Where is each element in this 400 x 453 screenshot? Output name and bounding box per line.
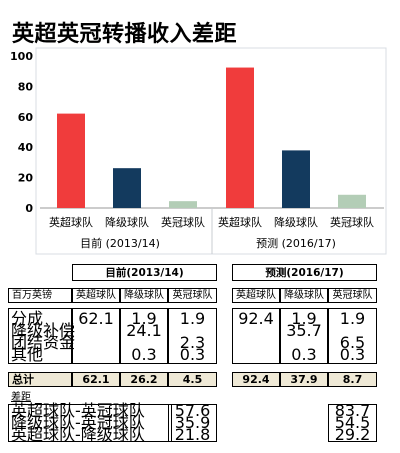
table-cell: 35.7 (286, 321, 322, 340)
diff-forecast-cell: 83.7 (334, 401, 371, 420)
column-header: 降级球队 (280, 288, 328, 303)
chart-title: 英超英冠转播收入差距 (12, 21, 238, 47)
row-label: 分成 (11, 309, 44, 328)
table-cell: 1.9 (291, 309, 317, 328)
total-cell: 92.4 (232, 372, 280, 387)
bar (169, 201, 197, 208)
table-cell: 0.3 (339, 345, 366, 364)
diff-current-cell: 21.8 (174, 425, 211, 444)
diff-current-cell: 35.9 (174, 413, 211, 432)
bar (57, 113, 85, 208)
diff-label: 差距 (11, 392, 31, 403)
total-cell: 62.1 (72, 372, 120, 387)
table-cell: 0.3 (131, 345, 157, 364)
y-tick-label: 100 (10, 50, 33, 63)
bar (113, 168, 141, 208)
plot-frame (35, 47, 387, 255)
table-cell: 62.1 (78, 309, 114, 328)
unit-label: 百万英镑 (8, 288, 72, 303)
diff-row-label: 英超球队-降级球队 (11, 425, 145, 444)
category-label: 英超球队 (218, 215, 262, 229)
y-tick-label: 20 (18, 172, 34, 185)
diff-forecast-cell: 54.5 (334, 413, 371, 432)
table-cell: 1.9 (339, 309, 366, 328)
table-cell: 2.3 (179, 333, 206, 352)
row-label: 降级补偿 (11, 321, 76, 340)
table-cell: 6.5 (339, 333, 366, 352)
category-label: 英冠球队 (330, 215, 374, 229)
table-cell: 24.1 (126, 321, 162, 340)
table-cell: 0.3 (291, 345, 317, 364)
total-cell: 37.9 (280, 372, 328, 387)
category-label: 英超球队 (49, 215, 93, 229)
y-tick-label: 60 (18, 111, 34, 124)
group-label: 预测 (2016/17) (256, 237, 336, 250)
column-header: 英超球队 (232, 288, 280, 303)
body-column (168, 308, 217, 364)
column-header: 英冠球队 (328, 288, 377, 303)
category-label: 英冠球队 (161, 215, 205, 229)
table-cell: 1.9 (131, 309, 157, 328)
y-tick-label: 80 (18, 80, 34, 93)
row-label-box (8, 308, 72, 364)
category-label: 降级球队 (274, 215, 318, 229)
category-label: 降级球队 (105, 215, 149, 229)
total-cell: 26.2 (120, 372, 168, 387)
total-cell: 8.7 (328, 372, 377, 387)
body-column (328, 308, 377, 364)
bar (338, 194, 366, 208)
period-header: 目前(2013/14) (72, 264, 217, 281)
body-column (72, 308, 120, 364)
diff-row-label: 降级球队-英冠球队 (11, 413, 145, 432)
diff-forecast-box (328, 404, 377, 442)
y-tick-label: 0 (25, 202, 33, 215)
row-label: 其他 (11, 345, 44, 364)
body-column (120, 308, 168, 364)
body-column (280, 308, 328, 364)
total-label: 总计 (8, 372, 72, 387)
column-header: 降级球队 (120, 288, 168, 303)
column-header: 英冠球队 (168, 288, 217, 303)
group-label: 目前 (2013/14) (80, 236, 160, 250)
diff-current-cell: 57.6 (174, 401, 211, 420)
row-label: 团结资金 (11, 333, 76, 352)
diff-forecast-cell: 29.2 (334, 425, 371, 444)
body-column (232, 308, 280, 364)
table-cell: 92.4 (238, 309, 274, 328)
diff-label-box (8, 404, 172, 442)
y-tick-label: 40 (18, 141, 34, 154)
column-header: 英超球队 (72, 288, 120, 303)
bar (226, 67, 254, 208)
bar (282, 150, 310, 208)
total-cell: 4.5 (168, 372, 217, 387)
period-header: 预测(2016/17) (232, 264, 377, 281)
table-cell: 1.9 (179, 309, 206, 328)
table-cell: 0.3 (179, 345, 206, 364)
diff-row-label: 英超球队-英冠球队 (11, 401, 145, 420)
diff-current-box (168, 404, 217, 442)
